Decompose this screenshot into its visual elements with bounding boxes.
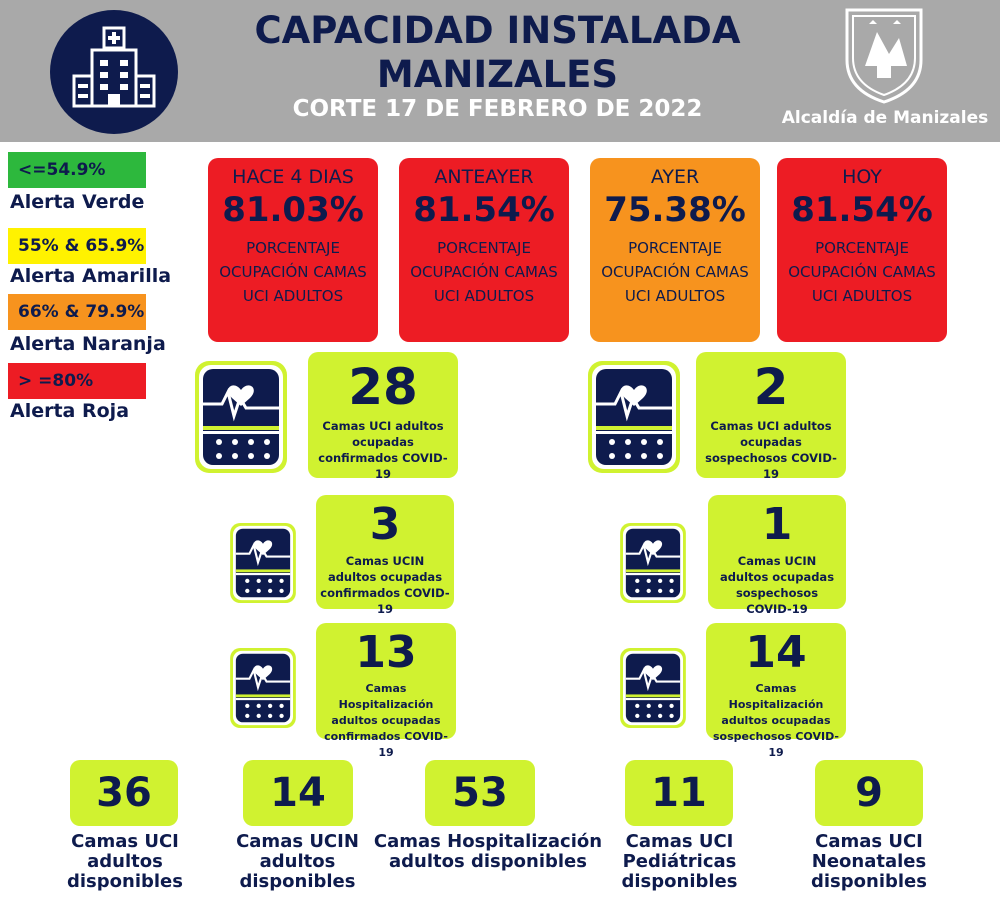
available-uci-neonatal-value: 9 xyxy=(815,760,923,826)
stat-card-hospitalization-confirmed: 13 Camas Hospitalización adultos ocupada… xyxy=(316,623,456,759)
occupancy-value: 81.03% xyxy=(222,190,364,230)
occupancy-period: ANTEAYER xyxy=(434,166,534,188)
available-uci-adults-label: Camas UCI adultos disponibles xyxy=(67,831,183,892)
heart-monitor-icon xyxy=(195,361,287,473)
stat-card-uci-confirmed: 28 Camas UCI adultos ocupadas confirmado… xyxy=(308,352,458,481)
stat-value: 13 xyxy=(355,627,417,678)
available-uci-pediatric-value: 11 xyxy=(625,760,733,826)
available-hospitalization-value: 53 xyxy=(425,760,535,826)
occupancy-value: 75.38% xyxy=(604,190,746,230)
city-crest-icon xyxy=(845,8,923,104)
occupancy-description: PORCENTAJE OCUPACIÓN CAMAS UCI ADULTOS xyxy=(788,239,936,305)
available-hospitalization-label: Camas Hospitalización adultos disponible… xyxy=(373,831,603,872)
stat-value: 1 xyxy=(761,499,793,550)
legend-red-range: > =80% xyxy=(8,363,146,399)
occupancy-description: PORCENTAJE OCUPACIÓN CAMAS UCI ADULTOS xyxy=(601,239,749,305)
organization-name: Alcaldía de Manizales xyxy=(781,108,989,128)
occupancy-period: HOY xyxy=(842,166,882,188)
stat-card-ucin-suspected: 1 Camas UCIN adultos ocupadas sospechoso… xyxy=(708,495,846,616)
legend-yellow-label: Alerta Amarilla xyxy=(10,265,172,287)
available-uci-pediatric-label: Camas UCI Pediátricas disponibles xyxy=(621,831,738,892)
legend-yellow-range: 55% & 65.9% xyxy=(8,228,146,264)
occupancy-value: 81.54% xyxy=(413,190,555,230)
heart-monitor-icon xyxy=(620,523,686,603)
occupancy-period: HACE 4 DIAS xyxy=(232,166,354,188)
available-ucin-adults-value: 14 xyxy=(243,760,353,826)
stat-value: 14 xyxy=(745,627,807,678)
legend-green-range: <=54.9% xyxy=(8,152,146,188)
stat-card-uci-suspected: 2 Camas UCI adultos ocupadas sospechosos… xyxy=(696,352,846,481)
stat-description: Camas Hospitalización adultos ocupadas c… xyxy=(324,682,448,759)
stat-description: Camas Hospitalización adultos ocupadas s… xyxy=(712,682,839,759)
page-title-line2: MANIZALES xyxy=(376,53,619,96)
occupancy-description: PORCENTAJE OCUPACIÓN CAMAS UCI ADULTOS xyxy=(219,239,367,305)
stat-value: 2 xyxy=(753,358,789,416)
hospital-building-icon xyxy=(50,10,178,134)
stat-card-hospitalization-suspected: 14 Camas Hospitalización adultos ocupada… xyxy=(706,623,846,759)
stat-value: 3 xyxy=(369,499,401,550)
stat-card-ucin-confirmed: 3 Camas UCIN adultos ocupadas confirmado… xyxy=(316,495,454,616)
report-date: CORTE 17 DE FEBRERO DE 2022 xyxy=(292,96,703,122)
legend-orange-label: Alerta Naranja xyxy=(10,333,166,355)
legend-green-label: Alerta Verde xyxy=(10,191,145,213)
available-ucin-adults-label: Camas UCIN adultos disponibles xyxy=(236,831,359,892)
occupancy-value: 81.54% xyxy=(791,190,933,230)
occupancy-card-day-before-yesterday: ANTEAYER 81.54% PORCENTAJE OCUPACIÓN CAM… xyxy=(399,158,569,342)
page-title-line1: CAPACIDAD INSTALADA xyxy=(254,9,741,52)
header-banner: CAPACIDAD INSTALADA MANIZALES CORTE 17 D… xyxy=(0,0,1000,142)
stat-description: Camas UCI adultos ocupadas sospechosos C… xyxy=(705,419,837,481)
stat-value: 28 xyxy=(348,358,418,416)
legend-orange-range: 66% & 79.9% xyxy=(8,294,146,330)
stat-description: Camas UCIN adultos ocupadas sospechosos … xyxy=(719,554,835,616)
occupancy-card-today: HOY 81.54% PORCENTAJE OCUPACIÓN CAMAS UC… xyxy=(777,158,947,342)
heart-monitor-icon xyxy=(230,648,296,728)
occupancy-period: AYER xyxy=(650,166,700,188)
stat-description: Camas UCIN adultos ocupadas confirmados … xyxy=(320,554,450,616)
occupancy-card-4-days-ago: HACE 4 DIAS 81.03% PORCENTAJE OCUPACIÓN … xyxy=(208,158,378,342)
available-uci-neonatal-label: Camas UCI Neonatales disponibles xyxy=(811,831,927,892)
available-uci-adults-value: 36 xyxy=(70,760,178,826)
stat-description: Camas UCI adultos ocupadas confirmados C… xyxy=(318,419,448,481)
occupancy-card-yesterday: AYER 75.38% PORCENTAJE OCUPACIÓN CAMAS U… xyxy=(590,158,760,342)
heart-monitor-icon xyxy=(588,361,680,473)
legend-red-label: Alerta Roja xyxy=(10,400,130,422)
occupancy-description: PORCENTAJE OCUPACIÓN CAMAS UCI ADULTOS xyxy=(410,239,558,305)
heart-monitor-icon xyxy=(620,648,686,728)
heart-monitor-icon xyxy=(230,523,296,603)
